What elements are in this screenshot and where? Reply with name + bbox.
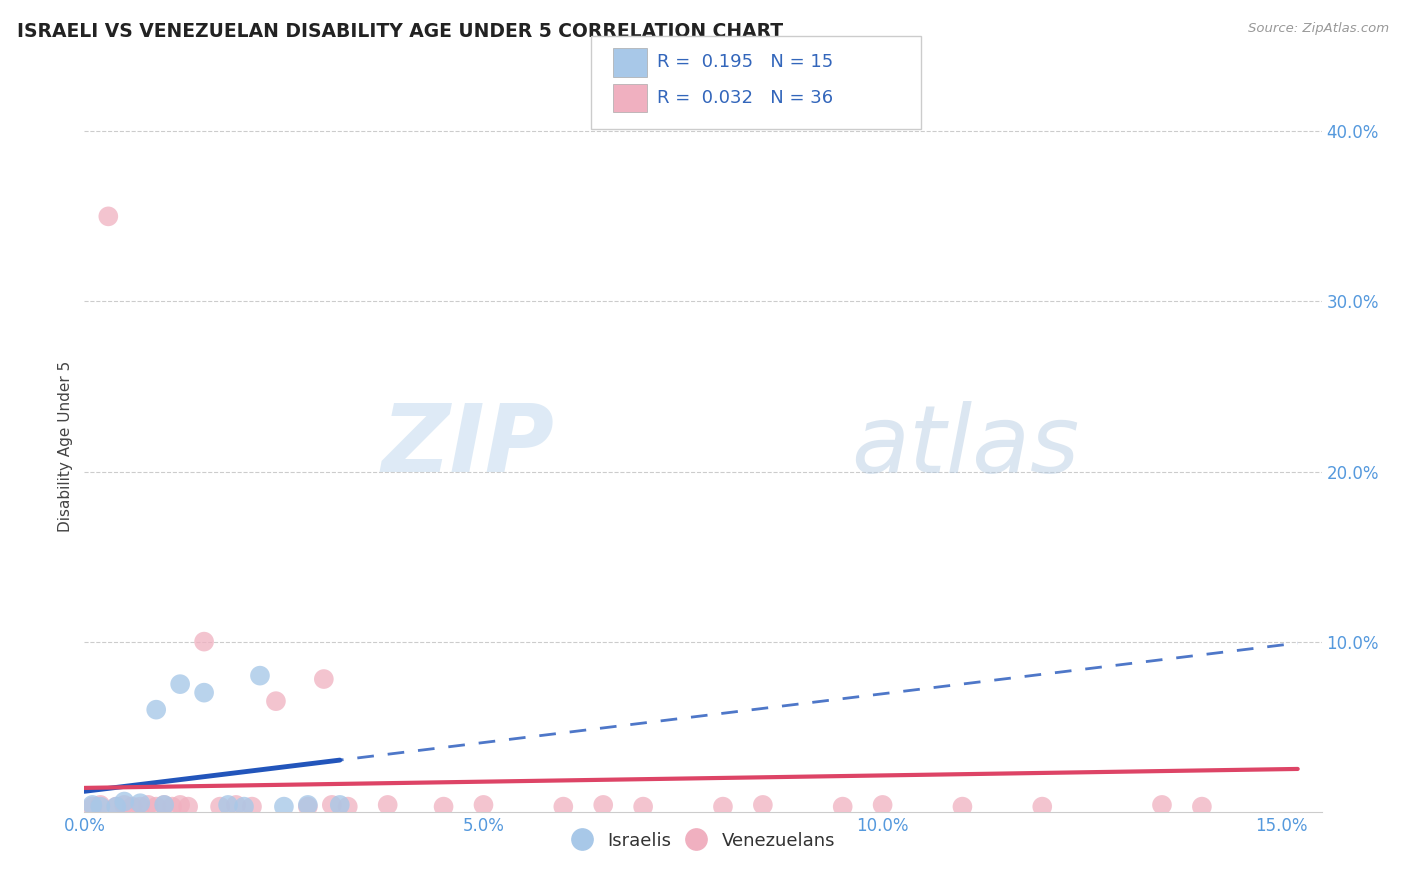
Point <box>711 799 734 814</box>
Point <box>225 797 247 812</box>
Point <box>160 799 183 814</box>
Point <box>153 797 176 812</box>
Point <box>1191 799 1213 814</box>
Point <box>82 799 104 814</box>
Text: Source: ZipAtlas.com: Source: ZipAtlas.com <box>1249 22 1389 36</box>
Point <box>377 797 399 812</box>
Point <box>329 797 352 812</box>
Point <box>952 799 974 814</box>
Point <box>233 799 256 814</box>
Point <box>193 686 215 700</box>
Point <box>432 799 454 814</box>
Point <box>89 797 111 812</box>
Point <box>217 797 239 812</box>
Point <box>153 797 176 812</box>
Point <box>1031 799 1053 814</box>
Point <box>297 799 319 814</box>
Point <box>336 799 359 814</box>
Point <box>169 797 191 812</box>
Point <box>297 797 319 812</box>
Point <box>82 797 104 812</box>
Point <box>129 796 152 810</box>
Point <box>112 795 135 809</box>
Point <box>831 799 853 814</box>
Point <box>145 799 167 814</box>
Point <box>872 797 894 812</box>
Point <box>193 634 215 648</box>
Point <box>752 797 775 812</box>
Point <box>136 797 159 812</box>
Point <box>129 799 152 814</box>
Point <box>240 799 263 814</box>
Point <box>321 797 343 812</box>
Point <box>89 799 111 814</box>
Point <box>1150 797 1173 812</box>
Point <box>105 799 128 814</box>
Point <box>97 210 120 224</box>
Point <box>105 799 128 814</box>
Point <box>169 677 191 691</box>
Point <box>121 799 143 814</box>
Point <box>553 799 575 814</box>
Point <box>209 799 232 814</box>
Point <box>273 799 295 814</box>
Point <box>472 797 495 812</box>
Point <box>112 797 135 812</box>
Legend: Israelis, Venezuelans: Israelis, Venezuelans <box>564 823 842 857</box>
Text: ISRAELI VS VENEZUELAN DISABILITY AGE UNDER 5 CORRELATION CHART: ISRAELI VS VENEZUELAN DISABILITY AGE UND… <box>17 22 783 41</box>
Y-axis label: Disability Age Under 5: Disability Age Under 5 <box>58 360 73 532</box>
Text: atlas: atlas <box>852 401 1080 491</box>
Text: R =  0.032   N = 36: R = 0.032 N = 36 <box>657 89 832 107</box>
Point <box>592 797 614 812</box>
Point <box>264 694 287 708</box>
Text: R =  0.195   N = 15: R = 0.195 N = 15 <box>657 54 832 71</box>
Point <box>145 703 167 717</box>
Point <box>177 799 200 814</box>
Text: ZIP: ZIP <box>381 400 554 492</box>
Point <box>249 668 271 682</box>
Point <box>631 799 654 814</box>
Point <box>312 672 335 686</box>
